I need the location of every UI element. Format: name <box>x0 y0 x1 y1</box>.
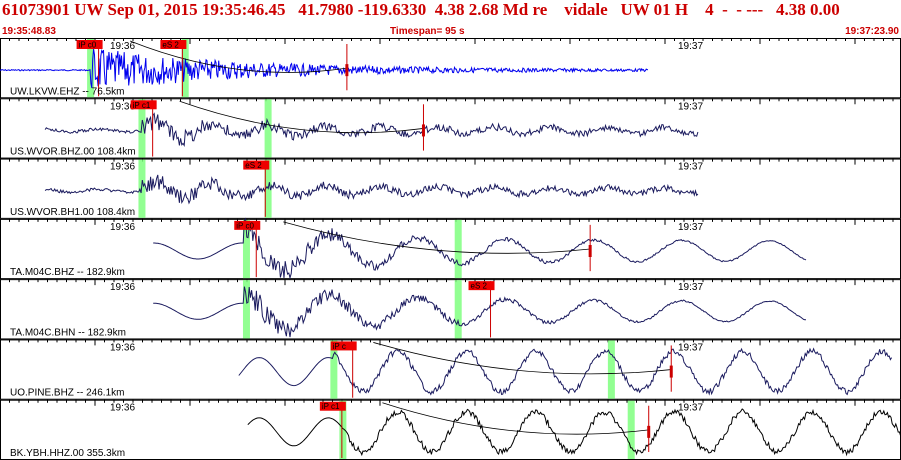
travel-time-curve <box>129 40 347 73</box>
waveform-trace <box>0 48 649 89</box>
phase-pick-label: eS 2 <box>245 161 262 170</box>
coda-marker-tab <box>669 365 673 378</box>
channel-row-frame <box>0 38 901 99</box>
minute-label: 19:37 <box>678 222 703 233</box>
phase-pick-label: eS 2 <box>471 282 488 291</box>
phase-window-highlight <box>242 219 250 279</box>
phase-pick-label: iP c1 <box>322 402 340 411</box>
channel-label: UW.LKVW.EHZ -- 76.5km <box>10 86 124 97</box>
travel-time-curve <box>373 342 672 375</box>
phase-pick-flag[interactable] <box>243 160 270 170</box>
seismogram-panel[interactable]: 19:36 19:37 iP c0 eS 2 UW.LKVW.EHZ -- 76.5km… <box>0 38 901 460</box>
travel-time-curve <box>283 221 591 254</box>
waveform-trace <box>153 286 807 338</box>
phase-pick-flag[interactable] <box>234 220 261 230</box>
phase-window-highlight <box>242 280 250 339</box>
minute-label: 19:36 <box>110 101 135 112</box>
channel-row-frame <box>0 218 901 280</box>
phase-window-highlight <box>339 400 347 459</box>
minute-label: 19:37 <box>678 342 703 353</box>
end-time: 19:37:23.90 <box>845 26 899 37</box>
travel-time-curve <box>382 402 649 435</box>
channel-row-frame <box>0 279 901 340</box>
phase-pick-flag[interactable] <box>130 100 157 110</box>
phase-pick-flag[interactable] <box>468 281 495 291</box>
phase-window-highlight <box>87 39 95 98</box>
minute-label: 19:37 <box>678 282 703 293</box>
waveform-trace <box>238 347 893 396</box>
channel-label: TA.M04C.BHZ -- 182.9km <box>10 267 125 278</box>
minute-label: 19:37 <box>678 41 703 52</box>
waveform-trace <box>44 174 699 205</box>
waveform-trace <box>247 408 901 457</box>
phase-window-highlight <box>607 340 615 399</box>
minute-label: 19:36 <box>110 41 135 52</box>
channel-label: US.WVOR.BHZ.00 108.4km <box>10 147 136 158</box>
phase-window-highlight <box>454 280 462 339</box>
event-header: 61073901 UW Sep 01, 2015 19:35:46.45 41.… <box>0 0 901 37</box>
minute-label: 19:36 <box>110 222 135 233</box>
phase-pick-label: eS 2 <box>162 41 179 50</box>
phase-pick-flag[interactable] <box>76 40 103 49</box>
minute-label: 19:36 <box>110 342 135 353</box>
channel-row-frame <box>0 399 901 460</box>
timespan-label: Timespan= 95 s <box>390 26 465 37</box>
channel-label: US.WVOR.BH1.00 108.4km <box>10 207 135 218</box>
phase-pick-label: iP c0 <box>236 221 254 230</box>
minute-label: 19:37 <box>678 403 703 414</box>
phase-window-highlight <box>627 400 635 459</box>
phase-pick-flag[interactable] <box>160 40 187 49</box>
channel-label: TA.M04C.BHN -- 182.9km <box>10 327 126 338</box>
phase-window-highlight <box>454 219 462 279</box>
minute-label: 19:36 <box>110 162 135 173</box>
phase-pick-label: iP c0 <box>79 41 97 50</box>
minute-label: 19:37 <box>678 101 703 112</box>
travel-time-curve <box>179 100 424 134</box>
phase-window-highlight <box>181 39 189 98</box>
coda-marker-tab <box>588 245 592 257</box>
minute-label: 19:36 <box>110 403 135 414</box>
event-summary-line: 61073901 UW Sep 01, 2015 19:35:46.45 41.… <box>2 0 840 19</box>
phase-window-highlight <box>330 340 338 399</box>
start-time: 19:35:48.83 <box>2 26 56 37</box>
minute-label: 19:36 <box>110 282 135 293</box>
coda-marker-tab <box>647 425 651 438</box>
phase-pick-label: iP c1 <box>133 101 151 110</box>
phase-window-highlight <box>264 99 272 158</box>
coda-marker-tab <box>421 124 425 137</box>
coda-marker-tab <box>345 64 349 77</box>
channel-label: BK.YBH.HHZ.00 355.3km <box>10 448 125 459</box>
phase-pick-label: iP c <box>333 342 346 351</box>
minute-label: 19:37 <box>678 162 703 173</box>
phase-pick-flag[interactable] <box>319 401 346 411</box>
channel-label: UO.PINE.BHZ -- 246.1km <box>10 388 124 399</box>
phase-pick-flag[interactable] <box>330 341 357 351</box>
